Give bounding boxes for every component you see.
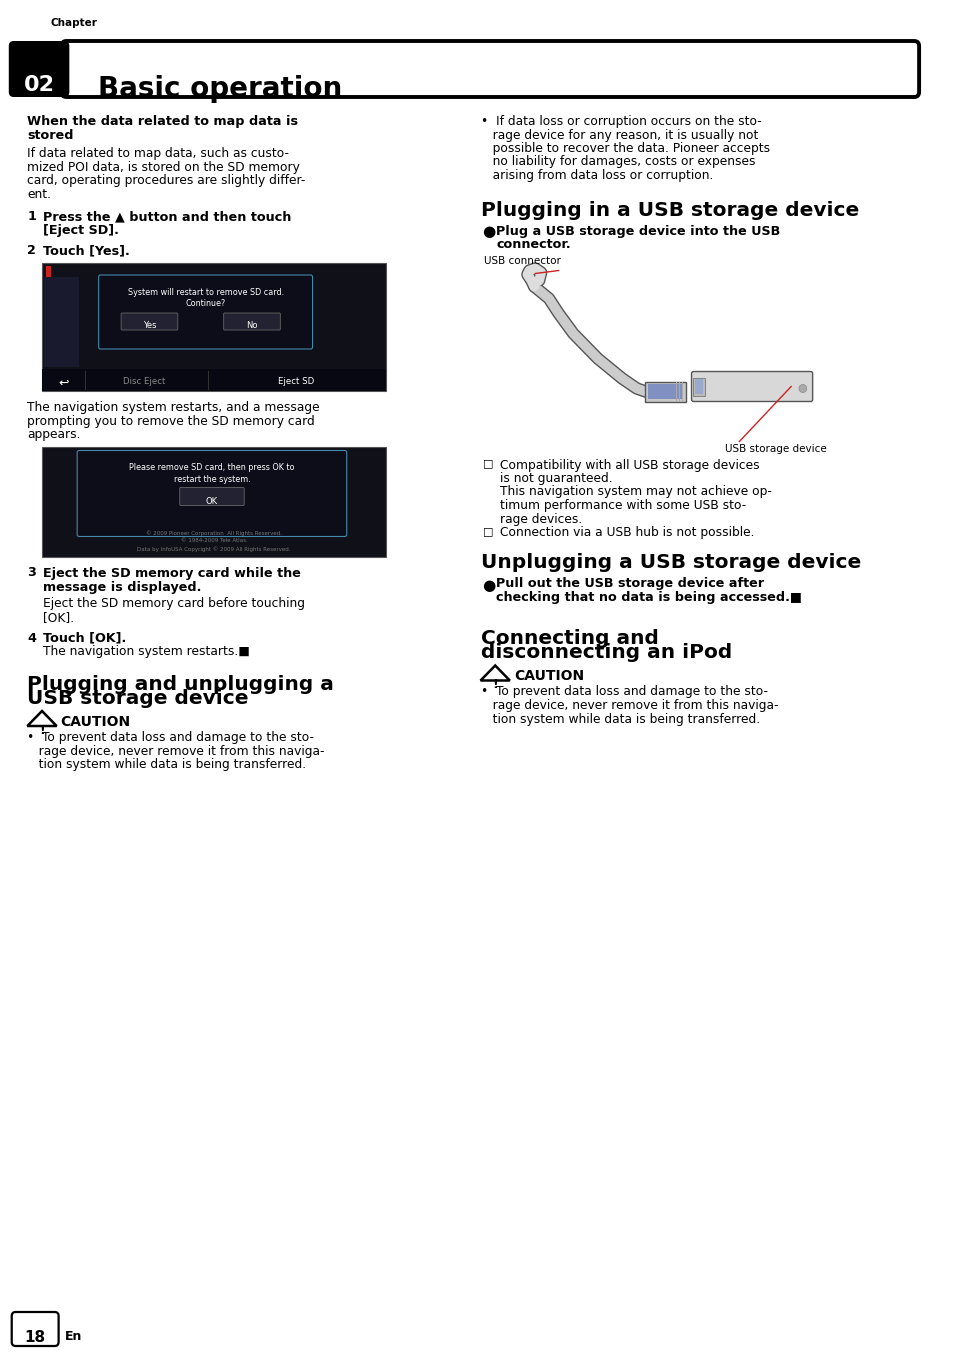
Text: Plug a USB storage device into the USB: Plug a USB storage device into the USB <box>496 224 780 238</box>
Text: •  To prevent data loss and damage to the sto-: • To prevent data loss and damage to the… <box>480 685 767 699</box>
Text: Data by InfoUSA Copyright © 2009 All Rights Reserved.: Data by InfoUSA Copyright © 2009 All Rig… <box>137 546 291 552</box>
Text: OK: OK <box>206 498 218 506</box>
Bar <box>44 277 79 366</box>
Bar <box>644 381 685 402</box>
Text: En: En <box>65 1330 82 1343</box>
Bar <box>681 381 682 402</box>
Text: © 2009 Pioneer Corporation  All Rights Reserved.: © 2009 Pioneer Corporation All Rights Re… <box>146 530 281 537</box>
Text: mized POI data, is stored on the SD memory: mized POI data, is stored on the SD memo… <box>28 161 300 173</box>
Text: 4: 4 <box>28 631 36 645</box>
Text: •  To prevent data loss and damage to the sto-: • To prevent data loss and damage to the… <box>28 731 314 744</box>
Text: rage devices.: rage devices. <box>499 512 581 526</box>
Bar <box>46 266 51 277</box>
Text: rage device for any reason, it is usually not: rage device for any reason, it is usuall… <box>480 128 757 142</box>
Text: card, operating procedures are slightly differ-: card, operating procedures are slightly … <box>28 174 305 187</box>
FancyBboxPatch shape <box>62 41 918 97</box>
Text: rage device, never remove it from this naviga-: rage device, never remove it from this n… <box>480 699 778 713</box>
Bar <box>42 446 385 557</box>
Text: Touch [Yes].: Touch [Yes]. <box>43 243 130 257</box>
Text: ent.: ent. <box>28 188 51 200</box>
Text: ●: ● <box>482 577 496 592</box>
FancyBboxPatch shape <box>223 314 280 330</box>
Text: Compatibility with all USB storage devices: Compatibility with all USB storage devic… <box>499 458 759 472</box>
Text: Continue?: Continue? <box>185 299 226 308</box>
FancyBboxPatch shape <box>98 274 313 349</box>
Text: 2: 2 <box>28 243 36 257</box>
Text: connector.: connector. <box>496 238 570 251</box>
Text: Press the ▲ button and then touch: Press the ▲ button and then touch <box>43 210 291 223</box>
Text: This navigation system may not achieve op-: This navigation system may not achieve o… <box>499 485 771 499</box>
Text: checking that no data is being accessed.■: checking that no data is being accessed.… <box>496 592 801 604</box>
Text: Unplugging a USB storage device: Unplugging a USB storage device <box>480 553 860 572</box>
Text: Eject the SD memory card while the: Eject the SD memory card while the <box>43 566 300 580</box>
Text: Touch [OK].: Touch [OK]. <box>43 631 126 645</box>
Text: 02: 02 <box>24 74 54 95</box>
Text: Connecting and: Connecting and <box>480 630 658 649</box>
Text: timum performance with some USB sto-: timum performance with some USB sto- <box>499 499 745 512</box>
Circle shape <box>798 384 806 392</box>
Text: Plugging and unplugging a: Plugging and unplugging a <box>28 675 334 694</box>
Text: is not guaranteed.: is not guaranteed. <box>499 472 612 485</box>
Text: no liability for damages, costs or expenses: no liability for damages, costs or expen… <box>480 155 754 169</box>
Bar <box>647 384 682 399</box>
Text: The navigation system restarts, and a message: The navigation system restarts, and a me… <box>28 402 319 414</box>
Text: rage device, never remove it from this naviga-: rage device, never remove it from this n… <box>28 745 325 757</box>
Text: □: □ <box>482 458 493 469</box>
Text: Disc Eject: Disc Eject <box>123 377 166 387</box>
Bar <box>693 377 704 396</box>
Text: [OK].: [OK]. <box>43 611 74 625</box>
Text: ●: ● <box>482 224 496 239</box>
Text: USB storage device: USB storage device <box>724 445 825 454</box>
Text: stored: stored <box>28 128 73 142</box>
Text: 1: 1 <box>28 210 36 223</box>
Text: Eject the SD memory card before touching: Eject the SD memory card before touching <box>43 598 305 611</box>
Text: Eject SD: Eject SD <box>277 377 314 387</box>
Text: possible to recover the data. Pioneer accepts: possible to recover the data. Pioneer ac… <box>480 142 769 155</box>
FancyBboxPatch shape <box>691 372 812 402</box>
Text: Chapter: Chapter <box>51 18 97 28</box>
Text: message is displayed.: message is displayed. <box>43 580 201 594</box>
FancyBboxPatch shape <box>121 314 177 330</box>
Text: prompting you to remove the SD memory card: prompting you to remove the SD memory ca… <box>28 415 314 427</box>
Text: When the data related to map data is: When the data related to map data is <box>28 115 298 128</box>
Text: arising from data loss or corruption.: arising from data loss or corruption. <box>480 169 712 183</box>
Text: appears.: appears. <box>28 429 81 441</box>
Text: © 1984-2009 Tele Atlas.: © 1984-2009 Tele Atlas. <box>180 538 247 544</box>
Text: 18: 18 <box>25 1330 46 1345</box>
Bar <box>42 369 385 391</box>
Text: No: No <box>246 322 257 330</box>
Text: The navigation system restarts.■: The navigation system restarts.■ <box>43 645 250 658</box>
Text: tion system while data is being transferred.: tion system while data is being transfer… <box>480 713 759 726</box>
Text: restart the system.: restart the system. <box>173 475 250 484</box>
Text: !: ! <box>39 725 45 737</box>
Text: If data related to map data, such as custo-: If data related to map data, such as cus… <box>28 147 289 160</box>
Text: USB storage device: USB storage device <box>28 690 249 708</box>
Text: disconnecting an iPod: disconnecting an iPod <box>480 644 731 662</box>
Bar <box>675 381 677 402</box>
FancyBboxPatch shape <box>179 488 244 506</box>
FancyBboxPatch shape <box>9 41 70 97</box>
Text: !: ! <box>492 679 497 691</box>
Bar <box>42 264 385 391</box>
Text: CAUTION: CAUTION <box>60 715 131 729</box>
Text: •  If data loss or corruption occurs on the sto-: • If data loss or corruption occurs on t… <box>480 115 760 128</box>
Text: □: □ <box>482 526 493 535</box>
FancyBboxPatch shape <box>11 1311 58 1347</box>
Text: CAUTION: CAUTION <box>514 669 583 684</box>
Text: Plugging in a USB storage device: Plugging in a USB storage device <box>480 200 858 219</box>
Text: Pull out the USB storage device after: Pull out the USB storage device after <box>496 577 763 591</box>
Text: System will restart to remove SD card.: System will restart to remove SD card. <box>128 288 283 297</box>
Text: ↩: ↩ <box>58 377 69 389</box>
Bar <box>695 379 702 393</box>
Text: tion system while data is being transferred.: tion system while data is being transfer… <box>28 758 306 771</box>
Text: USB connector: USB connector <box>484 257 560 266</box>
Text: Basic operation: Basic operation <box>97 74 341 103</box>
Text: 3: 3 <box>28 566 36 580</box>
FancyBboxPatch shape <box>77 450 346 537</box>
Text: Connection via a USB hub is not possible.: Connection via a USB hub is not possible… <box>499 526 754 539</box>
Text: Yes: Yes <box>143 322 156 330</box>
Text: [Eject SD].: [Eject SD]. <box>43 224 119 237</box>
Text: Please remove SD card, then press OK to: Please remove SD card, then press OK to <box>129 464 294 472</box>
